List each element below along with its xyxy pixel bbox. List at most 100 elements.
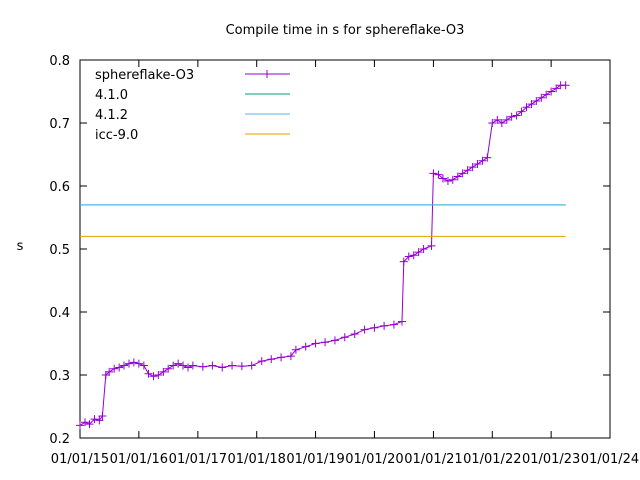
data-point	[419, 245, 428, 253]
legend: sphereflake-O3 4.1.0 4.1.2 icc-9.0	[95, 68, 290, 143]
y-tick-label: 0.2	[49, 432, 70, 447]
data-point	[105, 367, 114, 376]
y-tick-label: 0.4	[49, 306, 70, 321]
data-point	[453, 172, 462, 181]
data-point	[301, 342, 310, 351]
data-point	[286, 352, 295, 361]
data-point	[139, 361, 148, 370]
y-tick-label: 0.8	[49, 54, 70, 69]
data-point	[149, 372, 158, 381]
x-tick-label: 01/01/18	[228, 452, 286, 467]
data-point	[98, 411, 107, 420]
data-point	[399, 257, 408, 266]
data-point	[429, 169, 438, 178]
legend-marker	[263, 70, 271, 78]
data-point	[174, 359, 183, 368]
x-tick-label: 01/01/19	[286, 452, 344, 467]
data-point	[134, 359, 143, 368]
data-point	[154, 371, 163, 379]
data-point	[321, 338, 330, 347]
data-point	[350, 330, 359, 339]
data-point	[115, 363, 124, 372]
data-point	[340, 333, 349, 342]
data-point	[76, 421, 84, 430]
y-tick-label: 0.3	[49, 369, 70, 384]
data-point	[370, 323, 379, 332]
y-axis-label: s	[17, 239, 24, 254]
data-point	[527, 100, 536, 109]
data-point	[277, 353, 286, 362]
legend-label: 4.1.0	[95, 88, 128, 103]
data-point	[458, 169, 467, 178]
y-axis-ticks: 0.2 0.3 0.4 0.5 0.6 0.7 0.8	[49, 54, 610, 447]
chart-title: Compile time in s for sphereflake-O3	[226, 23, 465, 38]
data-point	[330, 336, 339, 345]
data-point	[159, 367, 168, 376]
data-point	[188, 361, 197, 370]
data-point	[267, 355, 276, 364]
data-point	[208, 361, 217, 370]
data-point	[522, 103, 531, 112]
plot-frame	[79, 59, 611, 439]
data-point	[389, 320, 398, 329]
x-axis-ticks: 01/01/15 01/01/16 01/01/17 01/01/18 01/01/19…	[51, 60, 639, 467]
data-point	[198, 362, 207, 371]
data-point	[311, 339, 320, 348]
data-point	[125, 359, 134, 368]
data-point	[184, 363, 193, 372]
data-point	[397, 317, 406, 326]
x-tick-label: 01/01/15	[51, 452, 109, 467]
data-point	[488, 119, 497, 127]
data-point	[507, 112, 516, 121]
legend-label: 4.1.2	[95, 108, 128, 123]
data-point	[80, 418, 89, 427]
data-point	[409, 251, 418, 260]
x-tick-label: 01/01/21	[404, 452, 462, 467]
data-point	[502, 115, 511, 124]
y-tick-label: 0.7	[49, 117, 70, 132]
data-point	[473, 159, 482, 168]
data-point	[478, 156, 487, 165]
data-point	[517, 107, 526, 116]
data-point	[237, 362, 246, 371]
x-tick-label: 01/01/22	[463, 452, 521, 467]
y-tick-label: 0.6	[49, 180, 70, 195]
data-point	[291, 345, 300, 354]
data-point	[247, 361, 256, 370]
data-point	[434, 170, 443, 179]
x-tick-label: 01/01/23	[522, 452, 580, 467]
series-sphereflake-o3	[76, 81, 570, 430]
data-point	[547, 87, 556, 96]
legend-label: sphereflake-O3	[95, 68, 194, 83]
y-tick-label: 0.5	[49, 243, 70, 258]
data-point	[483, 153, 492, 162]
data-point	[542, 90, 551, 99]
data-point	[110, 364, 119, 373]
data-point	[414, 248, 423, 257]
data-point	[497, 119, 506, 127]
data-point	[468, 163, 477, 172]
x-tick-label: 01/01/24	[581, 452, 639, 467]
data-point	[493, 115, 502, 124]
data-point	[360, 325, 369, 334]
data-point	[218, 363, 227, 372]
data-point	[120, 361, 129, 370]
data-point	[95, 416, 104, 425]
data-point	[129, 358, 138, 367]
data-point	[380, 321, 389, 330]
data-point	[144, 369, 153, 378]
data-point	[532, 96, 541, 105]
data-point	[512, 111, 521, 120]
data-point	[438, 174, 447, 183]
data-point	[427, 241, 436, 250]
data-point	[164, 364, 173, 373]
x-tick-label: 01/01/17	[169, 452, 227, 467]
legend-label: icc-9.0	[95, 128, 138, 143]
data-point	[90, 415, 99, 424]
data-point	[537, 93, 546, 102]
data-point	[404, 252, 413, 261]
data-point	[257, 357, 266, 366]
data-point	[552, 84, 561, 93]
x-tick-label: 01/01/20	[345, 452, 403, 467]
